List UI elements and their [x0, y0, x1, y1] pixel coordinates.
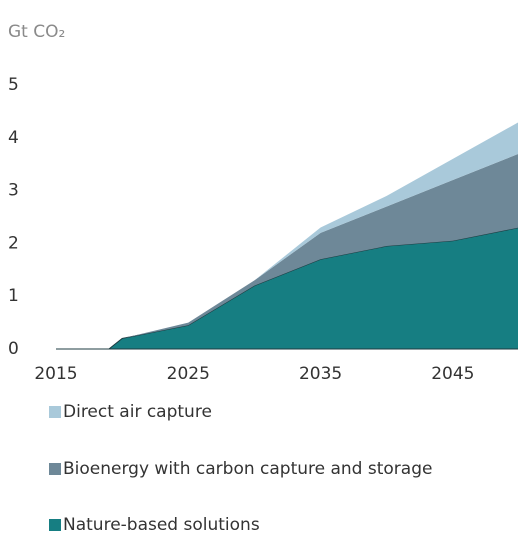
x-tick-label: 2045: [431, 364, 474, 384]
y-axis-label: Gt CO₂: [8, 22, 65, 42]
y-tick-label: 1: [8, 286, 19, 306]
x-tick-label: 2035: [299, 364, 342, 384]
y-tick-label: 5: [8, 75, 19, 95]
y-tick-label: 3: [8, 181, 19, 201]
legend-label: Bioenergy with carbon capture and storag…: [63, 459, 432, 479]
y-tick-label: 4: [8, 128, 19, 148]
area: [56, 154, 518, 349]
y-tick-label: 2: [8, 233, 19, 253]
area: [56, 227, 518, 350]
legend-label: Nature-based solutions: [63, 515, 260, 535]
x-tick-label: 2015: [34, 364, 77, 384]
x-tick-label: 2025: [167, 364, 210, 384]
legend-swatch: [49, 519, 61, 531]
legend-label: Direct air capture: [63, 402, 212, 422]
y-tick-label: 0: [8, 339, 19, 359]
legend-swatch: [49, 406, 61, 418]
legend-swatch: [49, 463, 61, 475]
